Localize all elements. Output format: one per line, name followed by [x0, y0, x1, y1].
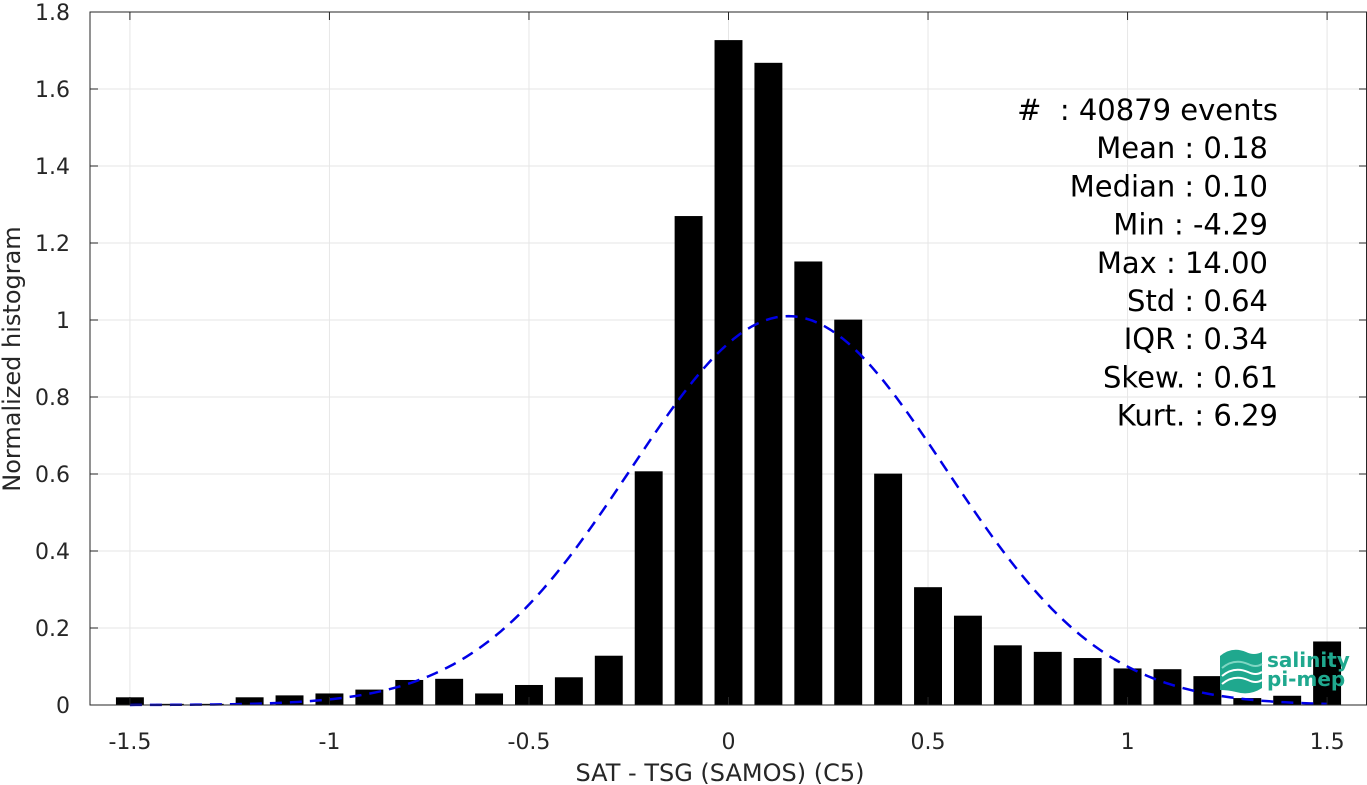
histogram-bar-23: [1033, 651, 1062, 705]
logo-line1: salinity: [1267, 648, 1350, 672]
histogram-bar-30: [1313, 641, 1342, 705]
histogram-bar-20: [914, 587, 942, 705]
x-tick-label-6: 1.5: [1310, 730, 1345, 755]
histogram-bar-15: [714, 40, 743, 706]
x-tick-label-5: 1: [1121, 730, 1135, 755]
y-tick-labels: 0 0.2 0.4 0.6 0.8 1 1.2 1.4 1.6 1.8: [35, 1, 70, 719]
stat-line-3: Min : -4.29: [1113, 208, 1268, 242]
histogram-bar-8: [435, 678, 464, 705]
salinity-pimep-logo: salinity pi-mep: [1220, 648, 1350, 694]
histogram-bar-19: [874, 473, 903, 705]
x-tick-label-4: 0.5: [911, 730, 946, 755]
histogram-bar-13: [634, 471, 663, 705]
stat-line-1: Mean : 0.18: [1096, 131, 1268, 165]
y-tick-label-6: 1.2: [35, 232, 70, 257]
stat-line-8: Kurt. : 6.29: [1117, 399, 1278, 433]
stat-line-0: # : 40879 events: [1017, 93, 1278, 127]
histogram-bar-29: [1273, 695, 1302, 705]
histogram-bar-12: [594, 655, 623, 705]
histogram-bar-11: [554, 677, 583, 705]
y-tick-label-0: 0: [56, 694, 70, 719]
histogram-bar-22: [993, 645, 1022, 705]
gaussian-fit-curve: [129, 314, 1328, 707]
y-tick-label-4: 0.8: [35, 386, 70, 411]
histogram-bar-18: [834, 319, 863, 705]
y-tick-label-3: 0.6: [35, 463, 70, 488]
y-axis-label: Normalized histogram: [0, 226, 26, 491]
stat-line-4: Max : 14.00: [1097, 246, 1268, 280]
axis-ticks: [90, 11, 1367, 706]
histogram-bar-21: [953, 615, 982, 705]
histogram-bar-26: [1153, 669, 1182, 705]
y-tick-label-5: 1: [56, 309, 70, 334]
stat-line-6: IQR : 0.34: [1124, 322, 1268, 356]
histogram-bar-16: [754, 62, 783, 705]
y-tick-label-8: 1.6: [35, 78, 70, 103]
x-tick-labels: -1.5 -1 -0.5 0 0.5 1 1.5: [108, 730, 1344, 755]
y-tick-label-1: 0.2: [35, 617, 70, 642]
histogram-bar-9: [475, 693, 504, 705]
histogram-bar-10: [515, 684, 543, 705]
stat-line-2: Median : 0.10: [1070, 169, 1268, 203]
y-tick-label-9: 1.8: [35, 1, 70, 26]
x-tick-label-0: -1.5: [108, 730, 151, 755]
histogram-bar-4: [275, 695, 304, 705]
histogram-bar-28: [1233, 698, 1262, 705]
y-tick-label-2: 0.4: [35, 540, 70, 565]
histogram-bar-24: [1073, 658, 1102, 705]
logo-line2: pi-mep: [1267, 667, 1345, 691]
x-tick-label-2: -0.5: [508, 730, 551, 755]
histogram-bar-2: [195, 703, 224, 705]
histogram-bar-27: [1193, 676, 1222, 705]
logo-wave-icon: [1220, 649, 1263, 694]
statistics-box: # : 40879 events Mean : 0.18 Median : 0.10…: [1017, 93, 1278, 433]
y-tick-label-7: 1.4: [35, 155, 70, 180]
stat-line-7: Skew. : 0.61: [1103, 360, 1278, 394]
x-axis-label: SAT - TSG (SAMOS) (C5): [576, 759, 865, 785]
histogram-bar-1: [155, 703, 184, 705]
histogram-bar-3: [235, 697, 264, 705]
stat-line-5: Std : 0.64: [1127, 284, 1268, 318]
histogram-bar-14: [674, 216, 703, 706]
x-tick-label-1: -1: [318, 730, 340, 755]
x-tick-label-3: 0: [722, 730, 736, 755]
histogram-bar-17: [794, 261, 823, 705]
